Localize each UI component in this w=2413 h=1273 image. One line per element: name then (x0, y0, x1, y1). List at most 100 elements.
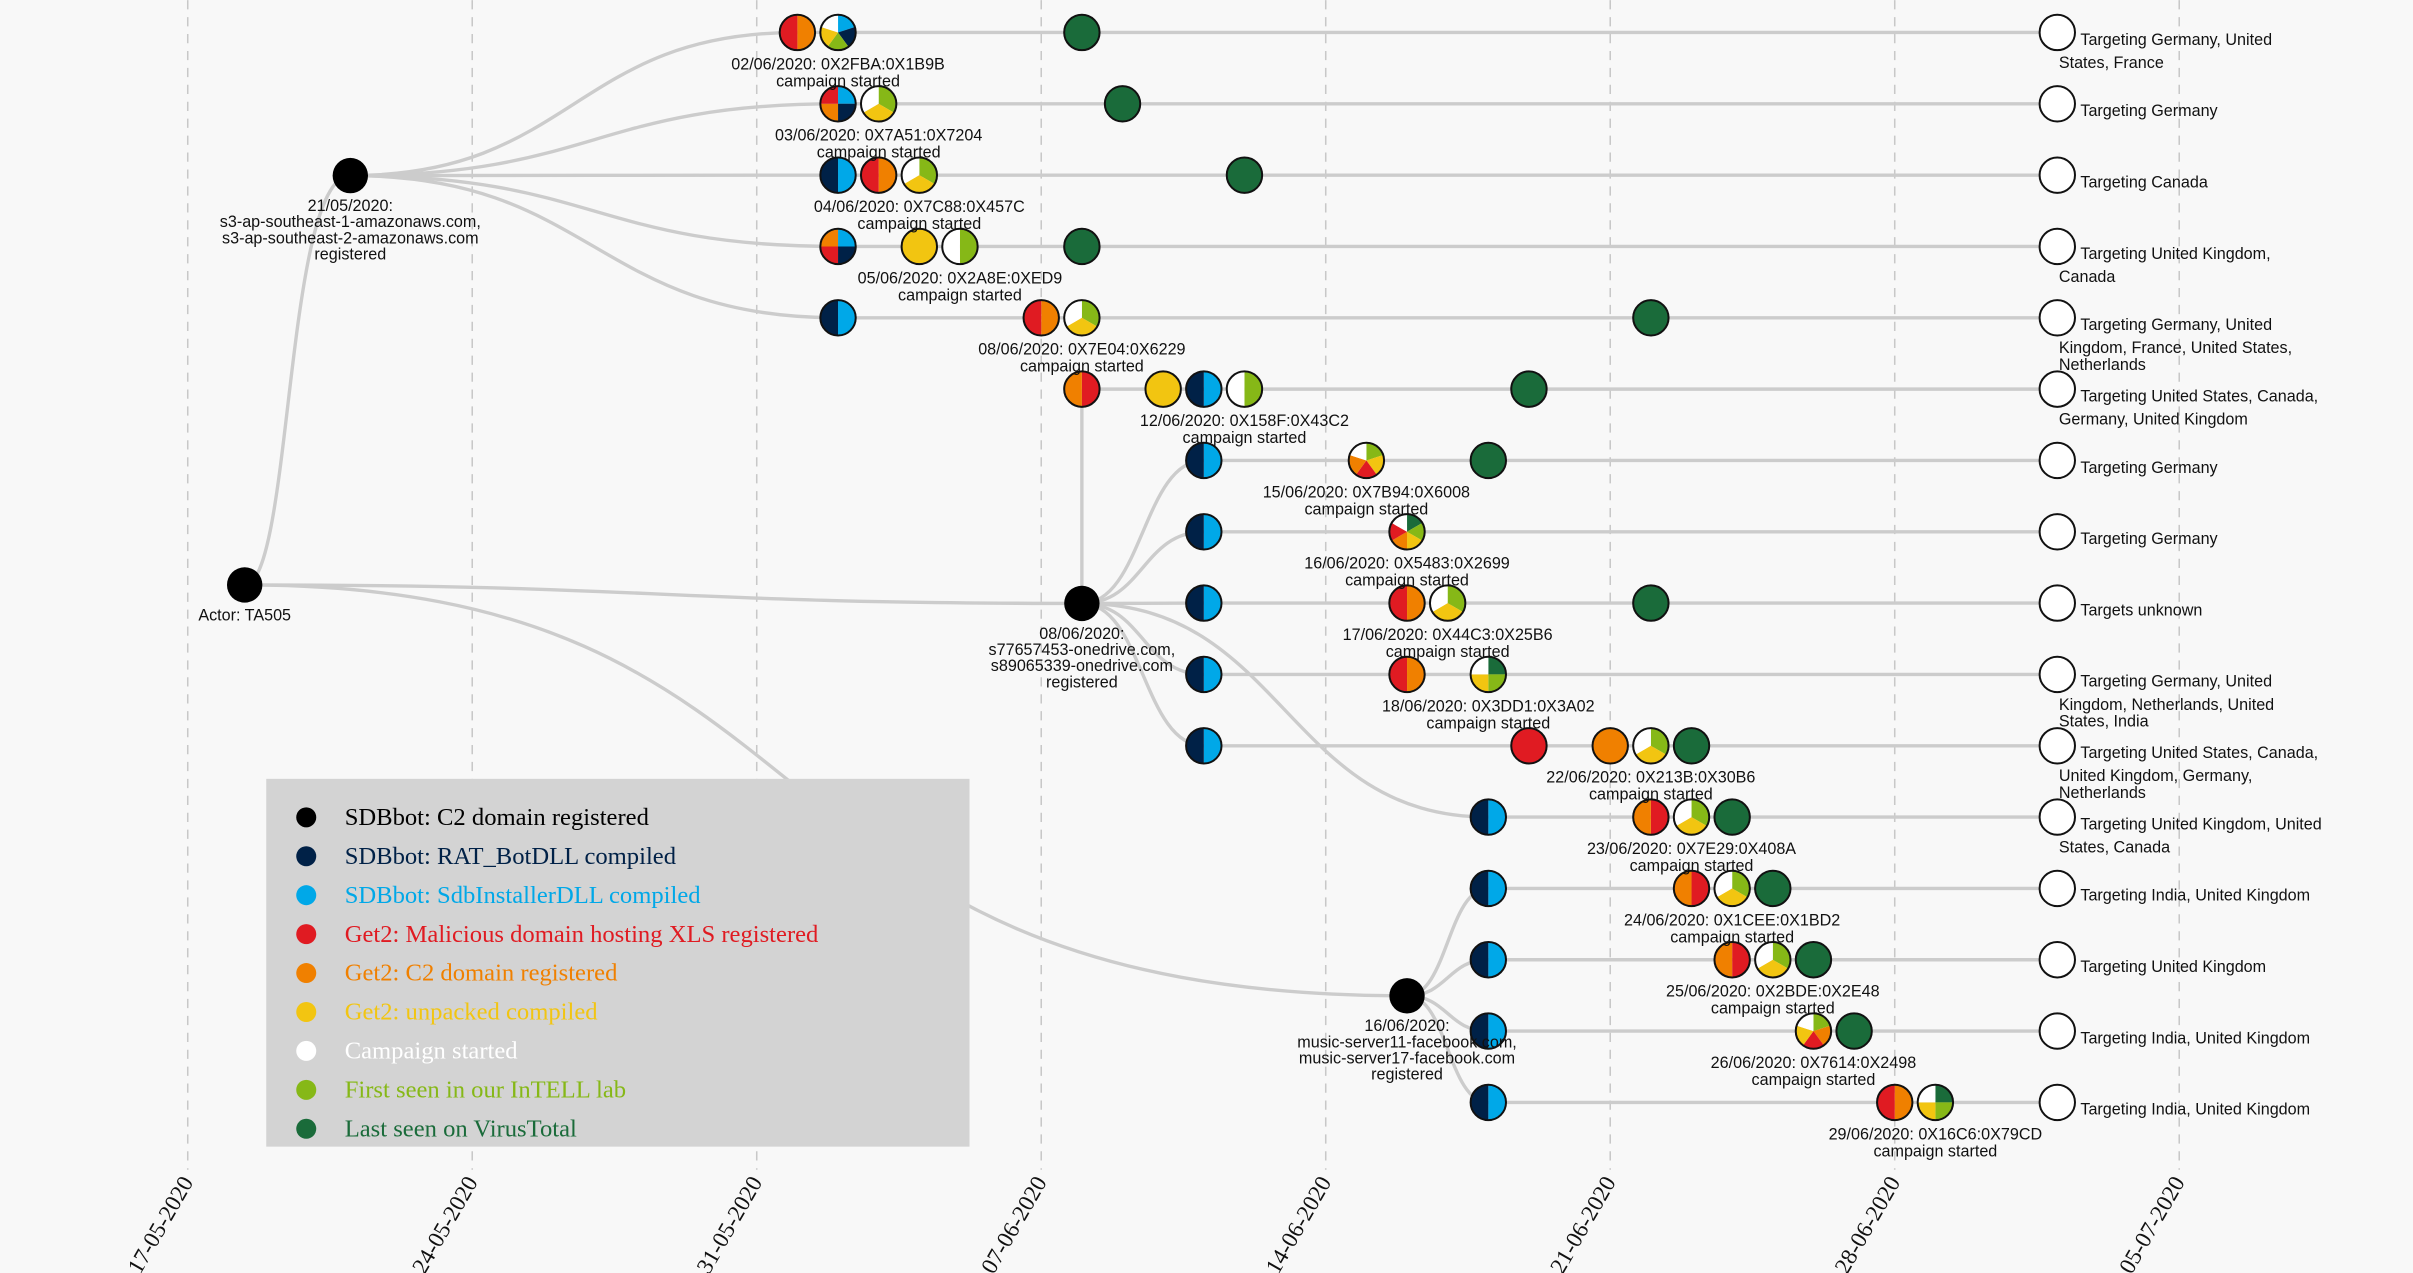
node-outline (778, 13, 817, 52)
target-label: States, Canada (2059, 838, 2170, 856)
campaign-label: campaign started (1183, 429, 1307, 447)
node-outline (1063, 299, 1101, 337)
event-node (900, 227, 939, 266)
navy-segment (1470, 870, 1489, 907)
red-segment (860, 157, 879, 193)
node-outline (1388, 655, 1426, 694)
legend-label: Get2: C2 domain registered (345, 960, 618, 987)
white-segment (1226, 371, 1245, 407)
domain-label: registered (314, 245, 386, 263)
event-node (1063, 299, 1101, 337)
campaign-label: 17/06/2020: 0X44C3:0X25B6 (1343, 626, 1553, 644)
target-label: Targeting United States, Canada, (2080, 744, 2318, 762)
campaign-label: 05/06/2020: 0X2A8E:0XED9 (858, 269, 1063, 287)
orange-segment (1348, 454, 1367, 475)
campaign-label: 26/06/2020: 0X7614:0X2498 (1711, 1054, 1917, 1072)
event-node (1672, 798, 1711, 836)
x-tick-label: 07-06-2020 (975, 1172, 1051, 1273)
yellow-segment (1145, 371, 1181, 407)
c2-domain-node (1064, 585, 1100, 622)
navy-segment (1186, 442, 1204, 479)
node-outline (1510, 370, 1548, 408)
edge-actor-d2 (244, 583, 1082, 606)
campaign-label: campaign started (1873, 1142, 1997, 1160)
legend-dot (296, 807, 317, 828)
target-label: States, India (2059, 713, 2149, 731)
green-segment (1244, 371, 1263, 407)
target-label: Germany, United Kingdom (2059, 411, 2248, 429)
node-outline (1754, 869, 1792, 908)
event-node (1185, 655, 1223, 694)
node-outline (900, 227, 939, 266)
target-node (2038, 227, 2076, 266)
legend-dot (296, 885, 317, 906)
event-node (1713, 798, 1751, 836)
campaign-label: 15/06/2020: 0X7B94:0X6008 (1263, 483, 1470, 501)
sky-segment (1488, 799, 1507, 835)
orange-segment (820, 103, 839, 122)
legend-dot (296, 963, 317, 984)
yellow-segment (1366, 454, 1385, 475)
campaign-label: 29/06/2020: 0X16C6:0X79CD (1829, 1125, 2043, 1143)
navy-segment (1470, 799, 1489, 835)
sky-segment (1203, 585, 1222, 621)
darkgreen-segment (1633, 585, 1669, 621)
red-segment (1650, 799, 1669, 835)
node-outline (1469, 441, 1508, 480)
campaign-label: 18/06/2020: 0X3DD1:0X3A02 (1382, 697, 1595, 715)
node-outline (819, 85, 857, 123)
event-node (778, 13, 817, 52)
navy-segment (838, 246, 856, 265)
event-node (1225, 156, 1264, 194)
node-outline (1794, 941, 1833, 979)
campaign-label: campaign started (1020, 358, 1144, 376)
navy-segment (1470, 942, 1489, 978)
node-outline (1185, 513, 1223, 551)
node-outline (1225, 370, 1264, 408)
legend-dot (296, 924, 317, 945)
legend-dot (296, 1118, 317, 1139)
node-outline (1469, 798, 1508, 836)
node-outline (1632, 584, 1670, 622)
yellow-segment (820, 27, 839, 47)
yellow-segment (1066, 317, 1098, 336)
navy-segment (1470, 1084, 1489, 1121)
orange-segment (1407, 656, 1425, 693)
legend-dot (296, 1079, 317, 1100)
darkgreen-segment (1488, 656, 1507, 675)
event-node (819, 227, 857, 266)
campaign-label: 22/06/2020: 0X213B:0X30B6 (1546, 769, 1755, 787)
red-segment (1511, 728, 1547, 764)
campaign-label: campaign started (1345, 572, 1469, 590)
node-outline (1469, 869, 1508, 908)
node-outline (1428, 584, 1467, 622)
darkgreen-segment (1795, 942, 1832, 978)
target-label: Targeting Canada (2080, 173, 2207, 191)
actor-node (226, 567, 263, 603)
event-node (1063, 13, 1101, 52)
target-node (2038, 941, 2076, 979)
target-node (2038, 441, 2076, 480)
edge-domain-campaign (1081, 601, 1204, 677)
event-node (1185, 370, 1223, 408)
legend-label: Last seen on VirusTotal (345, 1115, 577, 1142)
target-label: Targeting India, United Kingdom (2080, 1029, 2310, 1047)
white-segment (1349, 442, 1367, 461)
target-label: Netherlands (2059, 356, 2146, 374)
sky-segment (838, 228, 856, 247)
event-node (1388, 584, 1426, 622)
event-node (1632, 299, 1670, 337)
sky-segment (1203, 442, 1222, 479)
campaign-label: campaign started (898, 286, 1022, 304)
red-segment (1877, 1084, 1895, 1121)
node-outline (1876, 1083, 1914, 1122)
event-node (859, 85, 898, 123)
campaign-label: campaign started (1589, 786, 1713, 804)
event-node (1185, 513, 1223, 551)
node-outline (1469, 1083, 1508, 1122)
target-node (2038, 1012, 2076, 1050)
target-node (2038, 299, 2076, 337)
darkgreen-segment (1935, 1084, 1954, 1103)
target-label: Targeting India, United Kingdom (2080, 1101, 2310, 1119)
event-node (1672, 727, 1711, 765)
